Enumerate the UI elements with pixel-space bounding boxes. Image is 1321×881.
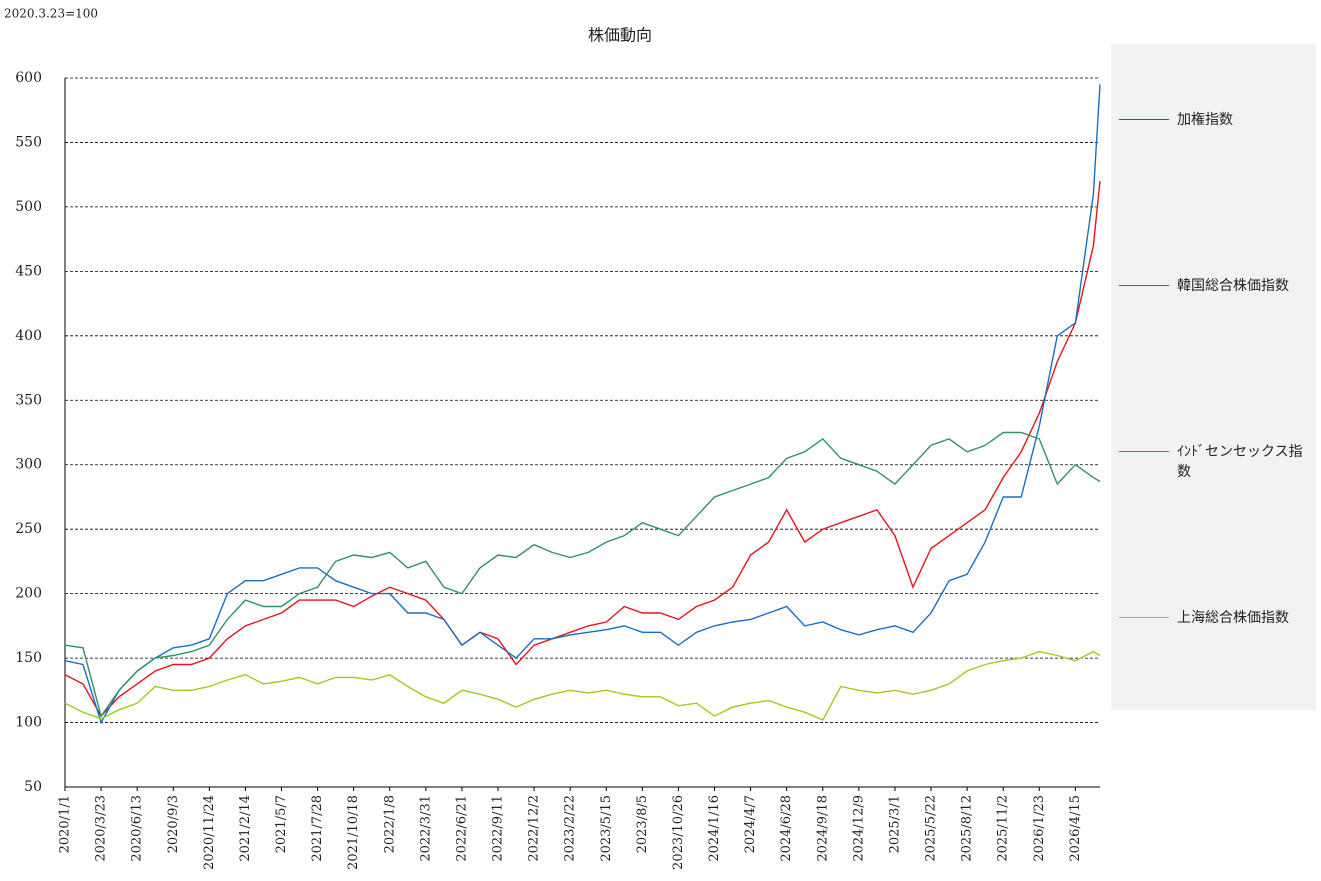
x-tick-label: 2022/9/11 xyxy=(491,795,506,862)
y-tick-label: 100 xyxy=(15,715,42,731)
x-tick-label: 2021/5/7 xyxy=(274,795,289,853)
x-tick-label: 2025/3/1 xyxy=(887,795,902,853)
y-tick-label: 550 xyxy=(15,134,42,150)
x-tick-label: 2024/6/28 xyxy=(779,795,794,862)
x-tick-label: 2025/5/22 xyxy=(924,795,939,862)
legend-swatch xyxy=(1119,617,1169,618)
x-tick-label: 2020/3/23 xyxy=(94,795,109,862)
x-tick-label: 2020/1/1 xyxy=(58,795,73,853)
x-tick-label: 2022/6/21 xyxy=(454,795,469,862)
y-tick-label: 400 xyxy=(15,328,42,344)
x-tick-label: 2026/1/23 xyxy=(1032,795,1047,862)
x-tick-label: 2021/2/14 xyxy=(238,795,253,862)
y-tick-label: 150 xyxy=(15,650,42,666)
y-tick-label: 500 xyxy=(15,199,42,215)
series-line xyxy=(64,650,1101,721)
x-tick-label: 2022/12/2 xyxy=(527,795,542,862)
x-tick-label: 2020/6/13 xyxy=(130,795,145,862)
x-tick-label: 2024/9/18 xyxy=(815,795,830,862)
legend-label: 上海総合株価指数 xyxy=(1177,610,1289,626)
x-tick-label: 2023/5/15 xyxy=(599,795,614,862)
legend-swatch xyxy=(1119,285,1169,286)
series-line xyxy=(64,84,1101,725)
series-line xyxy=(64,431,1101,718)
x-tick-label: 2024/12/9 xyxy=(851,795,866,862)
legend-item: 加権指数 xyxy=(1119,110,1233,130)
legend-item: 上海総合株価指数 xyxy=(1119,608,1289,628)
y-tick-label: 450 xyxy=(15,263,42,279)
legend: 加権指数韓国総合株価指数 ｲﾝﾄﾞセンセックス指数上海総合株価指数 xyxy=(1111,44,1316,710)
x-tick-label: 2021/10/18 xyxy=(346,795,361,870)
x-tick-label: 2023/2/22 xyxy=(563,795,578,862)
legend-label: 韓国総合株価指数 xyxy=(1177,278,1289,294)
x-tick-label: 2021/7/28 xyxy=(310,795,325,862)
x-tick-label: 2024/1/16 xyxy=(707,795,722,862)
y-tick-label: 50 xyxy=(24,779,42,795)
y-tick-label: 600 xyxy=(15,70,42,86)
y-tick-label: 300 xyxy=(15,457,42,473)
x-tick-label: 2020/9/3 xyxy=(166,795,181,853)
legend-label: ｲﾝﾄﾞセンセックス指数 xyxy=(1177,444,1303,480)
legend-item: ｲﾝﾄﾞセンセックス指数 xyxy=(1119,442,1312,482)
x-tick-label: 2026/4/15 xyxy=(1068,795,1083,862)
x-tick-label: 2022/1/8 xyxy=(382,795,397,853)
x-tick-label: 2022/3/31 xyxy=(418,795,433,862)
legend-label: 加権指数 xyxy=(1177,112,1233,128)
legend-swatch xyxy=(1119,119,1169,120)
y-tick-label: 250 xyxy=(15,521,42,537)
series-line xyxy=(64,181,1101,718)
x-tick-label: 2023/8/5 xyxy=(635,795,650,853)
x-tick-label: 2025/8/12 xyxy=(960,795,975,862)
x-tick-label: 2025/11/2 xyxy=(996,795,1011,862)
y-tick-label: 350 xyxy=(15,392,42,408)
x-tick-label: 2023/10/26 xyxy=(671,795,686,870)
legend-item: 韓国総合株価指数 xyxy=(1119,276,1289,296)
legend-swatch xyxy=(1119,451,1169,452)
x-tick-label: 2024/4/7 xyxy=(743,795,758,853)
chart-title: 株価動向 xyxy=(588,26,652,45)
x-tick-label: 2020/11/24 xyxy=(202,795,217,870)
chart-subtitle: 2020.3.23=100 xyxy=(4,7,98,21)
y-tick-label: 200 xyxy=(15,586,42,602)
